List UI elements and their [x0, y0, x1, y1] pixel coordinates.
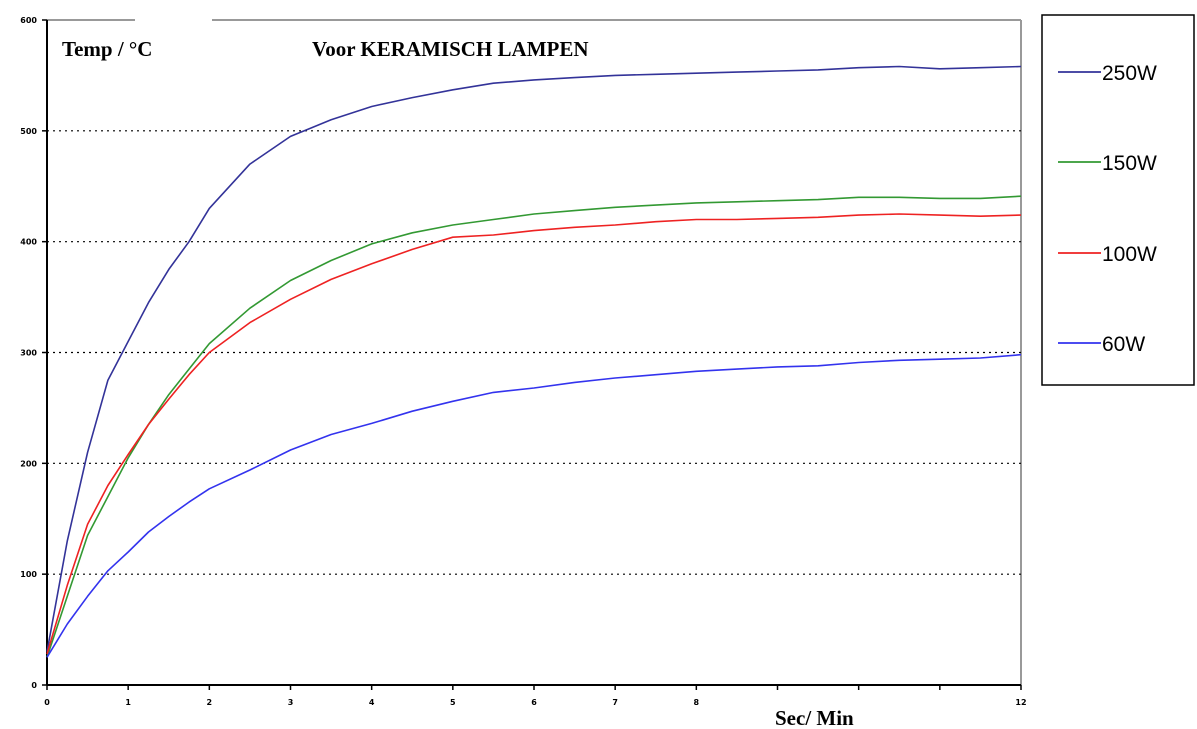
x-tick-label: 12: [1015, 698, 1026, 707]
y-tick-label: 0: [31, 681, 37, 690]
x-tick-label: 3: [288, 698, 294, 707]
x-tick-label: 7: [612, 698, 618, 707]
x-tick-label: 8: [694, 698, 700, 707]
legend-box: [1041, 14, 1195, 386]
x-tick-label: 6: [531, 698, 537, 707]
legend-label-60W: 60W: [1102, 333, 1145, 356]
y-axis-title: Temp / °C: [62, 37, 152, 61]
series-line-250W: [46, 65, 1022, 652]
chart-title: Voor KERAMISCH LAMPEN: [312, 37, 589, 61]
series-line-60W: [46, 353, 1022, 658]
series-layer: [46, 65, 1022, 658]
x-tick-label: 1: [125, 698, 131, 707]
x-tick-label: 4: [369, 698, 375, 707]
y-tick-label: 300: [20, 349, 37, 358]
x-tick-label: 0: [44, 698, 50, 707]
y-tick-label: 100: [20, 570, 37, 579]
y-tick-label: 400: [20, 238, 37, 247]
series-line-100W: [46, 213, 1022, 655]
y-tick-label: 200: [20, 459, 37, 468]
x-axis-title: Sec/ Min: [775, 706, 854, 729]
y-tick-label: 500: [20, 127, 37, 136]
legend: 250W 150W 100W 60W: [1041, 14, 1195, 386]
legend-label-250W: 250W: [1102, 62, 1157, 85]
legend-label-100W: 100W: [1102, 243, 1157, 266]
x-tick-label: 5: [450, 698, 456, 707]
y-tick-label: 600: [20, 16, 37, 25]
legend-label-150W: 150W: [1102, 152, 1157, 175]
series-line-150W: [46, 195, 1022, 658]
x-tick-label: 2: [207, 698, 213, 707]
